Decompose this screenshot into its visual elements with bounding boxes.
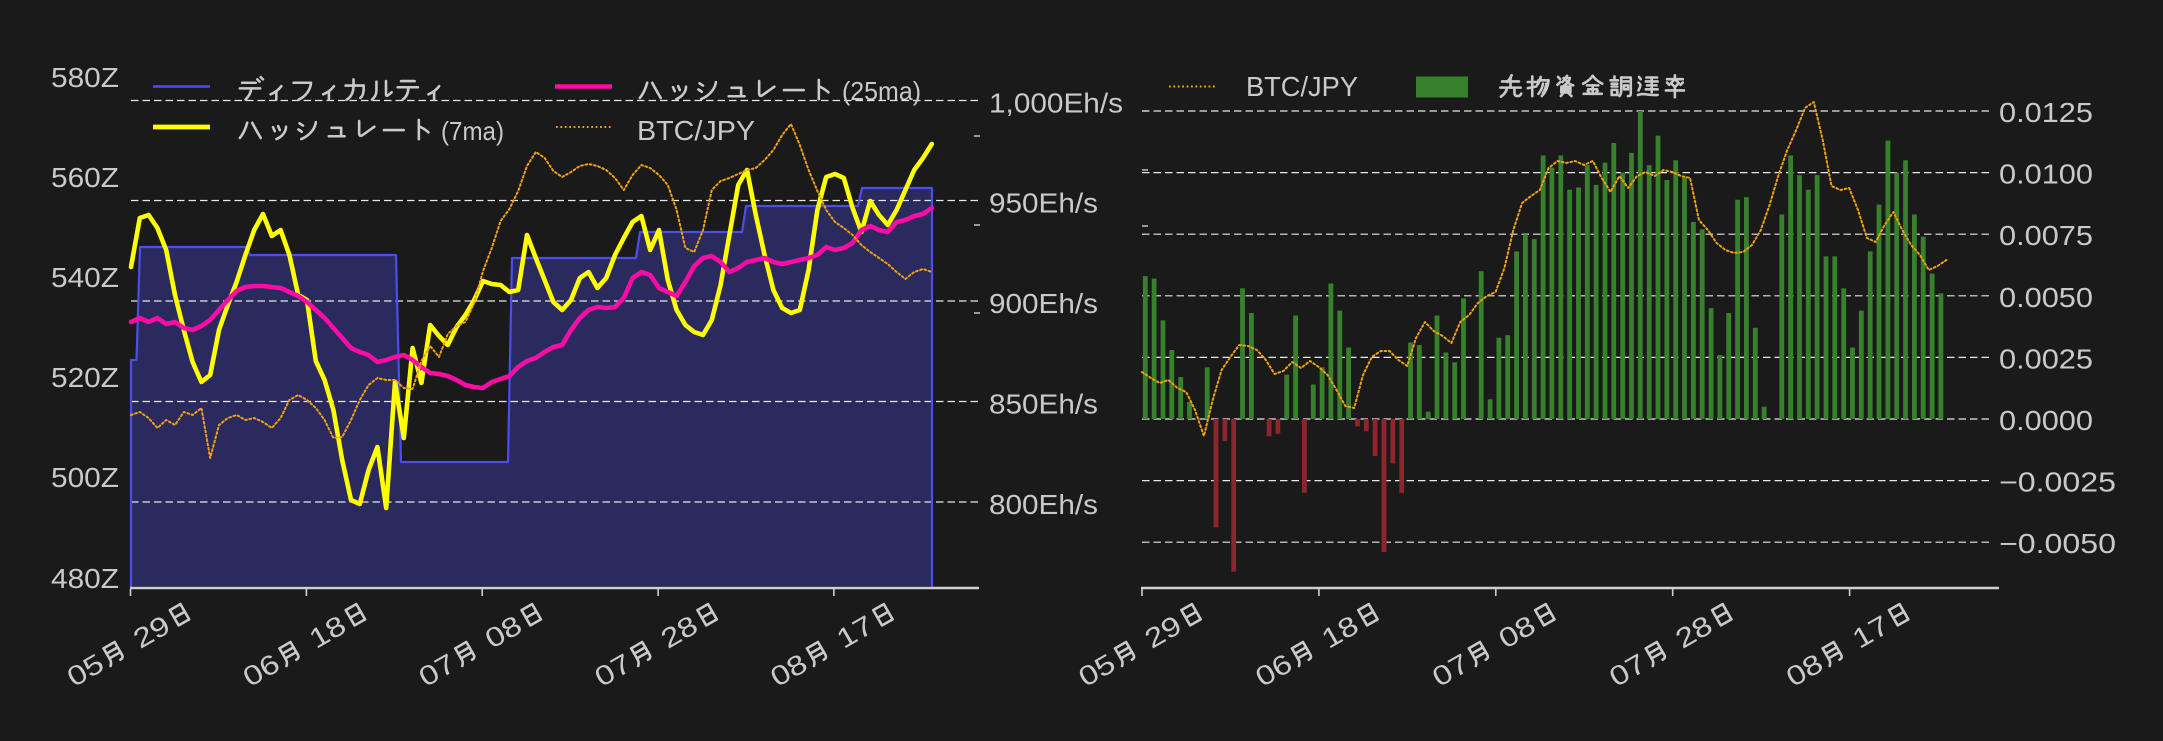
svg-text:480Z: 480Z — [51, 563, 119, 594]
svg-text:800Eh/s: 800Eh/s — [989, 489, 1098, 520]
svg-text:(7ma): (7ma) — [441, 116, 504, 146]
svg-text:850Eh/s: 850Eh/s — [989, 389, 1098, 420]
svg-text:(25ma): (25ma) — [842, 76, 921, 106]
svg-text:0.0100: 0.0100 — [1999, 159, 2093, 190]
svg-text:0.0125: 0.0125 — [1999, 97, 2093, 128]
svg-text:BTC/JPY: BTC/JPY — [637, 115, 755, 146]
svg-text:580Z: 580Z — [51, 62, 119, 93]
svg-text:−0.0050: −0.0050 — [1999, 528, 2116, 559]
svg-text:560Z: 560Z — [51, 162, 119, 193]
svg-text:0.0075: 0.0075 — [1999, 220, 2093, 251]
svg-text:0.0025: 0.0025 — [1999, 343, 2093, 374]
svg-text:0.0050: 0.0050 — [1999, 282, 2093, 313]
svg-text:BTC/JPY: BTC/JPY — [1246, 71, 1358, 102]
svg-text:−0.0025: −0.0025 — [1999, 467, 2116, 498]
svg-text:540Z: 540Z — [51, 262, 119, 293]
svg-text:0.0000: 0.0000 — [1999, 405, 2093, 436]
svg-text:950Eh/s: 950Eh/s — [989, 188, 1098, 219]
svg-text:500Z: 500Z — [51, 462, 119, 493]
svg-text:520Z: 520Z — [51, 362, 119, 393]
svg-text:1,000Eh/s: 1,000Eh/s — [989, 88, 1123, 119]
svg-text:900Eh/s: 900Eh/s — [989, 288, 1098, 319]
